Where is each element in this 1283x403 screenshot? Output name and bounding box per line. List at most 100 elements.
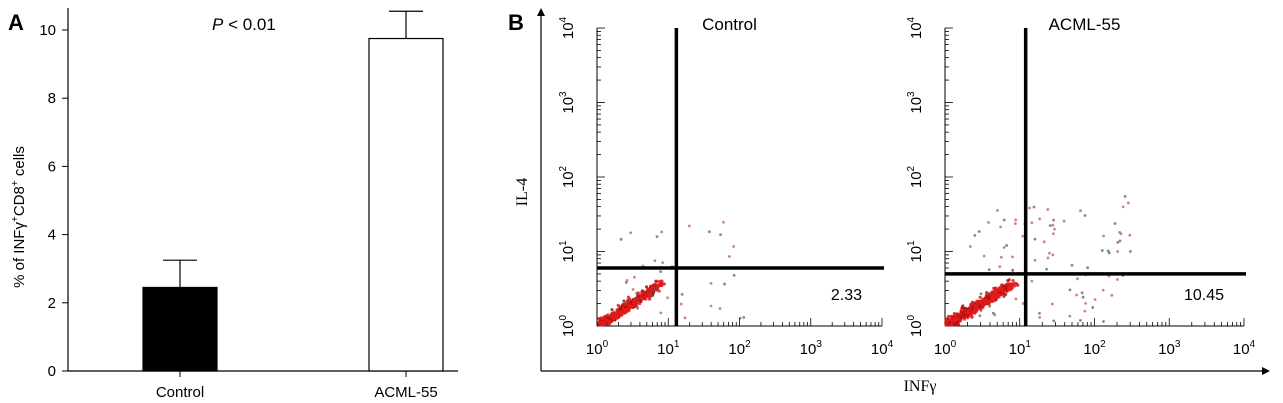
event-point (644, 297, 648, 301)
event-point (618, 310, 622, 314)
outlier-point (636, 306, 640, 310)
outlier-point (625, 278, 629, 282)
event-point (1001, 287, 1005, 291)
outlier-point (1068, 314, 1072, 318)
outlier-point (1081, 295, 1085, 299)
y-tick-label: 100 (558, 314, 577, 337)
outlier-point (633, 275, 636, 279)
outlier-point (1014, 218, 1018, 222)
outlier-point (1051, 223, 1055, 227)
outlier-point (1030, 279, 1034, 283)
y-tick-label: 6 (48, 158, 56, 175)
outlier-point (687, 224, 691, 228)
outlier-point (655, 235, 659, 239)
event-point (976, 307, 980, 311)
event-point (639, 300, 643, 304)
outlier-point (1014, 297, 1018, 301)
y-tick-label: 4 (48, 227, 56, 244)
outlier-point (631, 288, 635, 291)
panel-b-flow-plots: B IL-4 INFγ 1001001011011021021031031041… (508, 8, 1270, 395)
outlier-point (1116, 250, 1120, 253)
outlier-point (998, 265, 1002, 269)
x-category-label: Control (156, 384, 204, 401)
subplot-title: ACML-55 (1049, 15, 1121, 34)
p-value-annotation: P < 0.01 (212, 15, 276, 34)
x-tick-label: 103 (1158, 339, 1181, 358)
subplot-title: Control (702, 15, 757, 34)
outlier-point (719, 233, 722, 236)
outlier-point (742, 315, 746, 319)
outlier-point (1050, 302, 1054, 306)
outlier-point (1048, 224, 1052, 228)
outlier-point (1118, 230, 1122, 234)
event-point (955, 312, 959, 316)
outlier-point (1123, 194, 1127, 198)
event-point (955, 315, 959, 320)
event-point (969, 314, 973, 318)
outlier-point (1091, 306, 1095, 309)
outlier-point (1116, 278, 1119, 281)
event-point (952, 311, 956, 316)
outlier-point (1028, 206, 1031, 210)
event-point (622, 302, 627, 307)
outlier-point (723, 282, 726, 286)
outlier-point (1021, 234, 1025, 238)
event-point (992, 293, 996, 297)
event-point (1008, 287, 1012, 291)
y-axis-title: % of INFγ+CD8+ cells (10, 146, 28, 288)
x-tick-label: 102 (1083, 339, 1106, 358)
outlier-point (653, 286, 657, 290)
outlier-point (999, 225, 1002, 229)
event-point (989, 294, 993, 298)
event-point (978, 295, 982, 299)
outlier-point (1042, 240, 1046, 244)
outlier-point (977, 230, 981, 233)
outlier-point (1062, 219, 1066, 223)
outlier-point (1116, 240, 1120, 244)
event-point (653, 282, 658, 286)
outlier-point (1101, 288, 1105, 292)
event-point (1006, 281, 1010, 286)
outlier-point (707, 230, 711, 234)
outlier-point (1002, 218, 1006, 222)
outlier-point (635, 291, 638, 295)
outlier-point (996, 209, 999, 212)
outlier-point (1014, 283, 1017, 287)
y-tick-label: 102 (558, 165, 577, 188)
outlier-point (660, 230, 664, 234)
panel-a-bar-chart: A % of INFγ+CD8+ cells P < 0.01 0 2 4 6 8 10 C… (8, 8, 458, 401)
x-tick-label: 104 (871, 339, 894, 358)
event-point (632, 301, 636, 305)
outlier-point (680, 293, 684, 296)
event-point (1006, 279, 1010, 283)
event-point (602, 321, 606, 326)
x-tick-label: 100 (934, 339, 957, 358)
event-point (610, 308, 614, 312)
outlier-point (1038, 217, 1042, 221)
outlier-point (1102, 320, 1105, 323)
event-point (627, 308, 631, 312)
outlier-point (659, 311, 663, 315)
outlier-point (1051, 253, 1055, 257)
event-point (956, 323, 960, 327)
outlier-point (635, 304, 639, 308)
event-point (599, 316, 603, 320)
outlier-point (1053, 227, 1056, 231)
event-point (614, 313, 618, 318)
outlier-point (1083, 309, 1087, 313)
outlier-point (732, 273, 736, 277)
outlier-point (1052, 319, 1056, 323)
x-tick-label: 101 (657, 339, 680, 358)
outlier-point (1121, 205, 1125, 209)
event-point (618, 307, 622, 311)
outlier-point (732, 245, 736, 248)
outlier-point (1033, 258, 1037, 262)
outlier-point (1083, 214, 1087, 217)
y-tick-label: 102 (906, 165, 925, 188)
outlier-point (1080, 291, 1084, 295)
outlier-point (650, 293, 654, 297)
event-cloud (944, 194, 1132, 327)
x-tick-label: 102 (728, 339, 751, 358)
outlier-point (1113, 222, 1117, 225)
event-point (994, 286, 998, 290)
